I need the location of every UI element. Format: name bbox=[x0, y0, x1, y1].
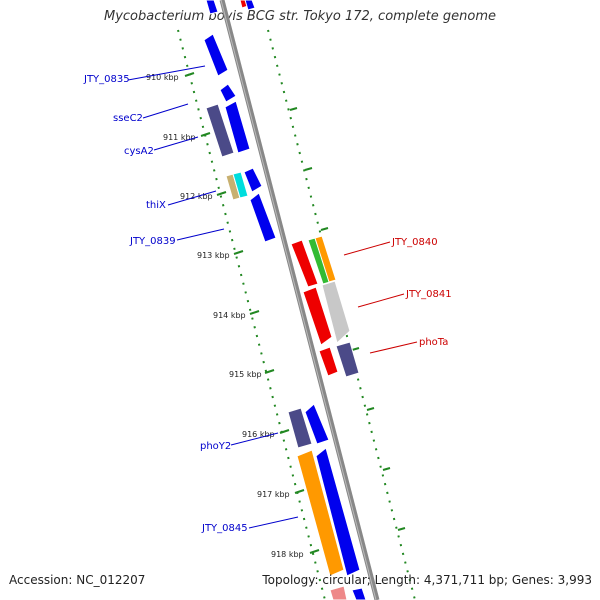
kbp-tick-mark bbox=[200, 132, 211, 137]
gene-arrow-blue[interactable] bbox=[243, 167, 263, 193]
kbp-tick-mark bbox=[184, 72, 195, 77]
gene-arrow-blue[interactable] bbox=[315, 447, 361, 577]
kbp-tick-label: 918 kbp bbox=[271, 550, 304, 559]
leader-line bbox=[357, 293, 405, 308]
gene-label-thix[interactable]: thiX bbox=[146, 200, 166, 211]
kbp-tick-label: 914 kbp bbox=[213, 311, 246, 320]
right-tick-mark bbox=[289, 107, 298, 111]
leader-line bbox=[142, 103, 189, 119]
right-tick-mark bbox=[304, 167, 313, 171]
leader-line bbox=[230, 432, 279, 446]
right-tick-mark bbox=[351, 347, 360, 351]
leader-line bbox=[127, 65, 206, 81]
map-title: Mycobacterium bovis BCG str. Tokyo 172, … bbox=[104, 9, 496, 24]
right-tick-mark bbox=[397, 527, 406, 531]
gene-arrow-navy[interactable] bbox=[205, 103, 235, 158]
leader-line bbox=[369, 341, 418, 354]
gene-label-jty0839[interactable]: JTY_0839 bbox=[129, 236, 176, 247]
gene-arrow-cyan[interactable] bbox=[232, 171, 249, 199]
leader-line bbox=[167, 190, 217, 206]
kbp-tick-mark bbox=[233, 250, 244, 255]
kbp-tick-mark bbox=[249, 310, 260, 315]
gene-arrow-blue[interactable] bbox=[224, 100, 251, 154]
gene-label-photA[interactable]: phoTa bbox=[419, 337, 448, 348]
gene-label-phoy2[interactable]: phoY2 bbox=[200, 441, 231, 452]
right-tick-mark bbox=[320, 227, 329, 231]
gene-label-jty0841[interactable]: JTY_0841 bbox=[405, 289, 452, 300]
gene-label-jty0835[interactable]: JTY_0835 bbox=[83, 74, 130, 85]
gene-label-cysa2[interactable]: cysA2 bbox=[124, 146, 154, 157]
kbp-tick-label: 910 kbp bbox=[146, 73, 179, 82]
leader-line bbox=[153, 136, 199, 151]
kbp-tick-label: 913 kbp bbox=[197, 251, 230, 260]
gene-arrow-navy[interactable] bbox=[287, 407, 313, 449]
leader-line bbox=[176, 228, 225, 241]
kbp-tick-mark bbox=[264, 369, 275, 374]
gene-label-jty0845[interactable]: JTY_0845 bbox=[201, 523, 248, 534]
kbp-tick-mark bbox=[216, 191, 227, 196]
gene-arrow-blue[interactable] bbox=[351, 587, 367, 600]
gene-arrow-gray[interactable] bbox=[321, 280, 351, 344]
gene-arrow-orange[interactable] bbox=[296, 449, 345, 577]
gene-arrow-blue[interactable] bbox=[244, 0, 256, 11]
gene-label-ssec2[interactable]: sseC2 bbox=[113, 113, 143, 124]
right-tick-mark bbox=[366, 407, 375, 411]
gene-arrow-blue[interactable] bbox=[203, 33, 229, 77]
kbp-tick-mark bbox=[279, 429, 290, 434]
gene-arrow-red[interactable] bbox=[302, 286, 333, 346]
gene-arrow-orange[interactable] bbox=[314, 235, 337, 283]
right-tick-mark bbox=[382, 467, 391, 471]
genome-backbone-highlight bbox=[220, 0, 377, 600]
accession-text: Accession: NC_012207 bbox=[9, 573, 146, 587]
kbp-tick-label: 916 kbp bbox=[242, 430, 275, 439]
gene-arrow-red[interactable] bbox=[318, 346, 339, 377]
kbp-tick-label: 911 kbp bbox=[163, 133, 196, 142]
gene-arrow-blue[interactable] bbox=[205, 0, 219, 15]
gene-arrow-blue[interactable] bbox=[304, 403, 330, 445]
genome-summary-text: Topology: circular; Length: 4,371,711 bp… bbox=[262, 573, 592, 587]
kbp-tick-label: 917 kbp bbox=[257, 490, 290, 499]
gene-arrow-red[interactable] bbox=[329, 585, 348, 600]
genome-backbone bbox=[219, 0, 380, 600]
kbp-tick-mark bbox=[309, 549, 320, 554]
gene-arrow-blue[interactable] bbox=[219, 83, 237, 103]
leader-line bbox=[343, 241, 391, 256]
kbp-tick-label: 915 kbp bbox=[229, 370, 262, 379]
gene-arrow-navy[interactable] bbox=[335, 341, 360, 378]
kbp-tick-mark bbox=[294, 489, 305, 494]
gene-arrow-blue[interactable] bbox=[249, 192, 277, 243]
leader-line bbox=[248, 516, 299, 529]
gene-label-jty0840[interactable]: JTY_0840 bbox=[391, 237, 438, 248]
gene-arrow-red[interactable] bbox=[290, 239, 319, 288]
